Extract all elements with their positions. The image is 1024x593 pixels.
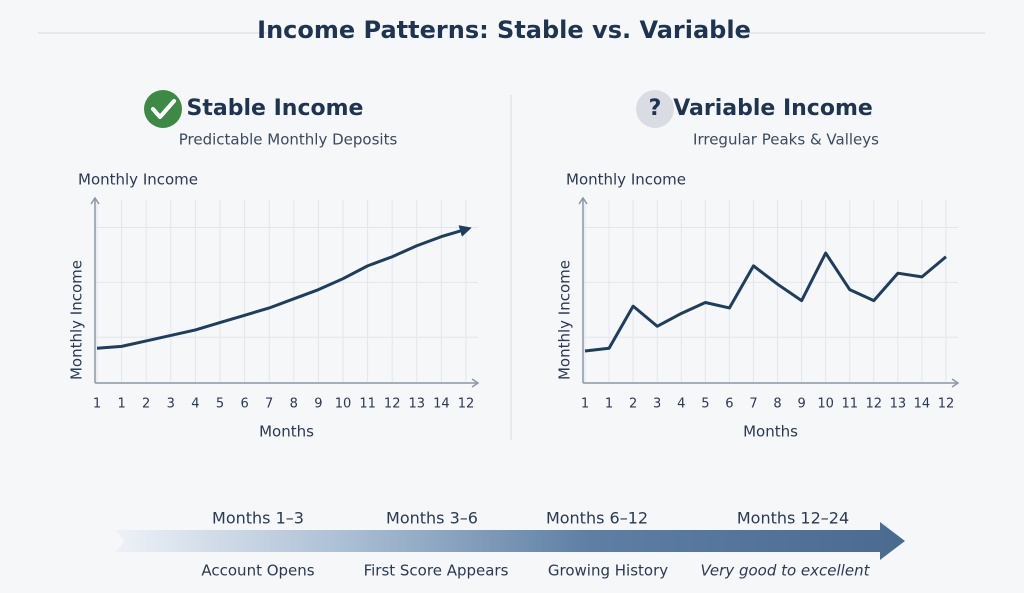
x-tick-label: 4: [191, 397, 199, 412]
check-mark: [151, 99, 176, 119]
income-line: [584, 251, 947, 353]
x-tick-label: 11: [359, 397, 376, 412]
stage-caption: Very good to excellent: [701, 562, 871, 580]
x-tick-label: 4: [677, 397, 685, 412]
x-tick-label: 12: [938, 397, 955, 412]
x-tick-label: 12: [458, 397, 475, 412]
x-tick-label: 13: [890, 397, 907, 412]
chart-subtitle: Predictable Monthly Deposits: [179, 131, 398, 149]
x-tick-label: 12: [866, 397, 883, 412]
x-tick-label: 1: [93, 397, 101, 412]
x-axis-head: [951, 378, 960, 388]
stage-period: Months 6–12: [546, 509, 648, 528]
y-label-top: Monthly Income: [78, 171, 198, 189]
x-tick-label: 1: [605, 397, 613, 412]
x-tick-label: 1: [117, 397, 125, 412]
x-tick-label: 10: [817, 397, 834, 412]
check-icon: [144, 90, 182, 128]
icon-text: ?: [649, 96, 662, 121]
x-tick-label: 14: [914, 397, 931, 412]
stage-caption: Growing History: [548, 562, 668, 580]
income-line: [96, 225, 472, 350]
x-axis-head: [471, 378, 480, 388]
timeline-arrow: [115, 522, 905, 560]
stage-period: Months 3–6: [386, 509, 478, 528]
stage-period: Months 1–3: [212, 509, 304, 528]
chart-title: Variable Income: [673, 96, 873, 121]
x-axis-title: Months: [743, 423, 798, 441]
x-axis-title: Months: [259, 423, 314, 441]
x-tick-label: 7: [749, 397, 757, 412]
page-title: Income Patterns: Stable vs. Variable: [257, 16, 751, 44]
x-tick-label: 2: [629, 397, 637, 412]
stage-period: Months 12–24: [737, 509, 849, 528]
y-axis-head: [578, 196, 588, 205]
x-tick-label: 12: [384, 397, 401, 412]
x-tick-label: 8: [773, 397, 781, 412]
x-tick-label: 11: [841, 397, 858, 412]
y-label-top: Monthly Income: [566, 171, 686, 189]
y-axis-title: Monthly Income: [68, 260, 86, 380]
x-tick-label: 6: [240, 397, 248, 412]
x-tick-label: 14: [433, 397, 450, 412]
x-tick-label: 2: [142, 397, 150, 412]
x-tick-label: 3: [167, 397, 175, 412]
stage-caption: First Score Appears: [364, 562, 509, 580]
x-tick-label: 1: [581, 397, 589, 412]
stage-caption: Account Opens: [201, 562, 314, 580]
x-tick-label: 3: [653, 397, 661, 412]
chart-title: Stable Income: [187, 96, 364, 121]
y-axis-head: [90, 196, 100, 205]
x-tick-label: 9: [314, 397, 322, 412]
chart-subtitle: Irregular Peaks & Valleys: [693, 131, 879, 149]
x-tick-label: 5: [216, 397, 224, 412]
y-axis-title: Monthly Income: [556, 260, 574, 380]
x-tick-label: 10: [335, 397, 352, 412]
x-tick-label: 5: [701, 397, 709, 412]
x-tick-label: 6: [725, 397, 733, 412]
x-tick-label: 8: [290, 397, 298, 412]
x-tick-label: 13: [409, 397, 426, 412]
x-tick-label: 9: [797, 397, 805, 412]
question-icon: [636, 90, 674, 128]
x-tick-label: 7: [265, 397, 273, 412]
